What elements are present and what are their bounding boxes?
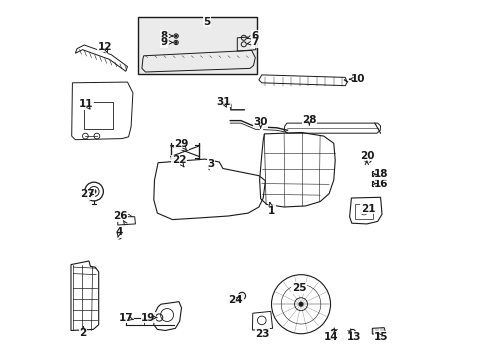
Bar xyxy=(138,17,257,74)
Text: 29: 29 xyxy=(174,139,188,149)
Text: 25: 25 xyxy=(291,283,306,293)
Text: 22: 22 xyxy=(171,155,186,165)
Text: 12: 12 xyxy=(98,42,112,52)
Text: 10: 10 xyxy=(350,74,365,84)
Text: 1: 1 xyxy=(267,206,275,216)
Text: 9: 9 xyxy=(161,37,167,48)
Text: 5: 5 xyxy=(203,17,210,27)
Bar xyxy=(355,204,372,219)
Bar xyxy=(371,181,380,186)
Text: 23: 23 xyxy=(255,329,269,339)
Text: 27: 27 xyxy=(80,189,94,199)
Circle shape xyxy=(175,35,177,37)
Text: 11: 11 xyxy=(79,99,93,109)
Text: 8: 8 xyxy=(160,31,167,41)
Text: 16: 16 xyxy=(373,179,388,189)
Circle shape xyxy=(366,158,368,161)
Text: 28: 28 xyxy=(302,114,316,125)
Text: 6: 6 xyxy=(251,31,258,41)
Text: 26: 26 xyxy=(113,211,127,221)
Text: 30: 30 xyxy=(253,117,267,127)
Bar xyxy=(371,171,380,176)
Text: 3: 3 xyxy=(206,159,214,169)
Text: 14: 14 xyxy=(324,332,338,342)
Text: 18: 18 xyxy=(373,169,388,179)
Text: 13: 13 xyxy=(346,332,361,342)
Circle shape xyxy=(92,190,96,193)
Text: 2: 2 xyxy=(80,328,87,338)
Text: 20: 20 xyxy=(359,151,373,161)
Circle shape xyxy=(240,294,243,297)
Text: 24: 24 xyxy=(228,295,243,305)
Circle shape xyxy=(175,42,177,43)
Text: 17: 17 xyxy=(118,312,133,323)
Circle shape xyxy=(330,329,336,334)
Circle shape xyxy=(299,302,302,306)
Text: 21: 21 xyxy=(360,204,374,214)
Text: 15: 15 xyxy=(373,332,388,342)
Text: 19: 19 xyxy=(141,312,155,323)
Text: 4: 4 xyxy=(115,227,122,237)
Bar xyxy=(84,102,113,129)
Text: 7: 7 xyxy=(251,37,259,48)
Text: 31: 31 xyxy=(216,96,230,107)
